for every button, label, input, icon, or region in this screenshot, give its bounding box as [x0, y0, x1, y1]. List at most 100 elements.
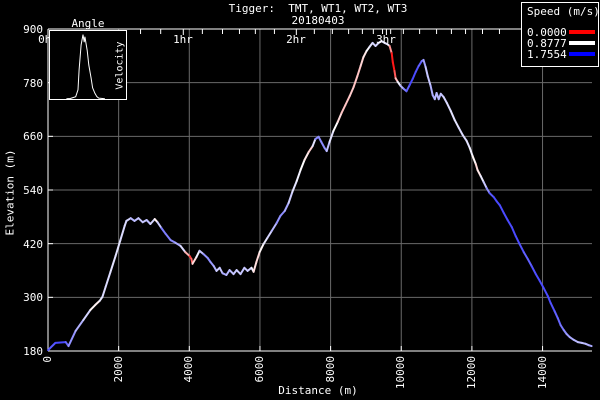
legend-color-swatch: [569, 30, 595, 34]
track-segment: [295, 168, 302, 183]
legend-entry: 0.8777: [527, 38, 595, 49]
legend-entry-label: 1.7554: [527, 48, 567, 61]
track-segment: [498, 204, 505, 214]
track-segment: [303, 151, 310, 161]
track-segment: [587, 344, 593, 348]
track-segment: [390, 52, 394, 64]
track-segment: [471, 155, 477, 166]
track-segment: [332, 121, 339, 132]
track-segment: [54, 341, 67, 344]
track-segment: [195, 249, 201, 259]
track-segment: [482, 180, 488, 190]
track-segment: [262, 236, 269, 246]
track-segment: [502, 211, 509, 221]
track-segment: [453, 118, 460, 129]
track-segment: [328, 130, 335, 144]
track-segment: [252, 261, 258, 273]
track-segment: [336, 112, 343, 123]
track-segment: [530, 265, 537, 276]
track-segment: [553, 310, 559, 319]
track-segment: [299, 159, 306, 171]
track-segment: [506, 219, 513, 229]
legend-entry-label: 0.0000: [527, 26, 567, 39]
track-segment: [279, 210, 286, 217]
legend-color-swatch: [569, 41, 595, 45]
track-segment: [445, 101, 452, 112]
track-segment: [218, 266, 224, 275]
track-segment: [465, 139, 471, 149]
track-segment: [510, 226, 517, 238]
track-segment: [352, 75, 359, 89]
track-segment: [408, 78, 414, 86]
track-segment: [411, 70, 417, 81]
track-segment: [549, 302, 556, 313]
legend-entry-label: 0.8777: [527, 37, 567, 50]
track-segment: [82, 308, 92, 322]
track-segment: [258, 243, 265, 254]
inset-curve: [66, 34, 105, 100]
legend-title: Speed (m/s): [527, 5, 600, 18]
track-segment: [538, 279, 545, 289]
track-segment: [468, 147, 474, 157]
track-segment: [457, 126, 464, 136]
track-segment: [556, 316, 562, 327]
track-segment: [156, 221, 163, 229]
track-segment: [119, 224, 126, 242]
track-segment: [164, 232, 172, 242]
track-segment: [275, 214, 282, 225]
track-segment: [104, 270, 112, 288]
track-segment: [442, 96, 448, 104]
track-segment: [449, 109, 456, 121]
track-segment: [426, 75, 432, 87]
track-segment: [149, 218, 156, 225]
track-segment: [307, 145, 314, 153]
track-segment: [356, 65, 362, 77]
track-segment: [526, 257, 533, 267]
track-segment: [89, 303, 97, 311]
track-segment: [393, 70, 397, 80]
track-segment: [391, 61, 396, 72]
inset-box: [49, 30, 127, 100]
track-segment: [67, 329, 77, 348]
track-segment: [359, 56, 365, 68]
track-segment: [325, 141, 331, 153]
track-segment: [239, 266, 246, 276]
track-segment: [287, 190, 294, 204]
track-segment: [429, 84, 434, 97]
track-segment: [534, 273, 541, 282]
track-segment: [255, 251, 261, 263]
track-segment: [405, 83, 411, 93]
track-segment: [476, 168, 482, 178]
legend-entry: 1.7554: [527, 49, 595, 60]
track-segment: [388, 45, 393, 55]
track-segment: [424, 66, 429, 77]
track-segment: [311, 138, 317, 148]
track-segment: [522, 251, 529, 260]
track-segment: [114, 239, 122, 258]
track-segment: [474, 163, 479, 171]
track-segment: [340, 104, 347, 115]
track-segment: [74, 319, 85, 332]
track-segment: [546, 295, 552, 305]
track-segment: [270, 222, 278, 233]
track-segment: [362, 49, 368, 59]
track-segment: [179, 244, 187, 254]
track-segment: [47, 341, 57, 352]
track-segment: [461, 134, 468, 142]
track-segment: [422, 58, 427, 68]
track-segment: [191, 256, 198, 265]
track-segment: [514, 235, 521, 246]
track-segment: [291, 180, 298, 193]
legend-color-swatch: [569, 52, 595, 56]
track-segment: [283, 202, 290, 212]
track-segment: [101, 286, 107, 298]
track-segment: [518, 243, 525, 254]
track-segment: [109, 255, 117, 273]
track-segment: [348, 86, 355, 98]
track-segment: [414, 65, 420, 73]
track-segment: [344, 95, 351, 106]
track-segment: [266, 230, 273, 239]
track-segment: [160, 227, 167, 235]
